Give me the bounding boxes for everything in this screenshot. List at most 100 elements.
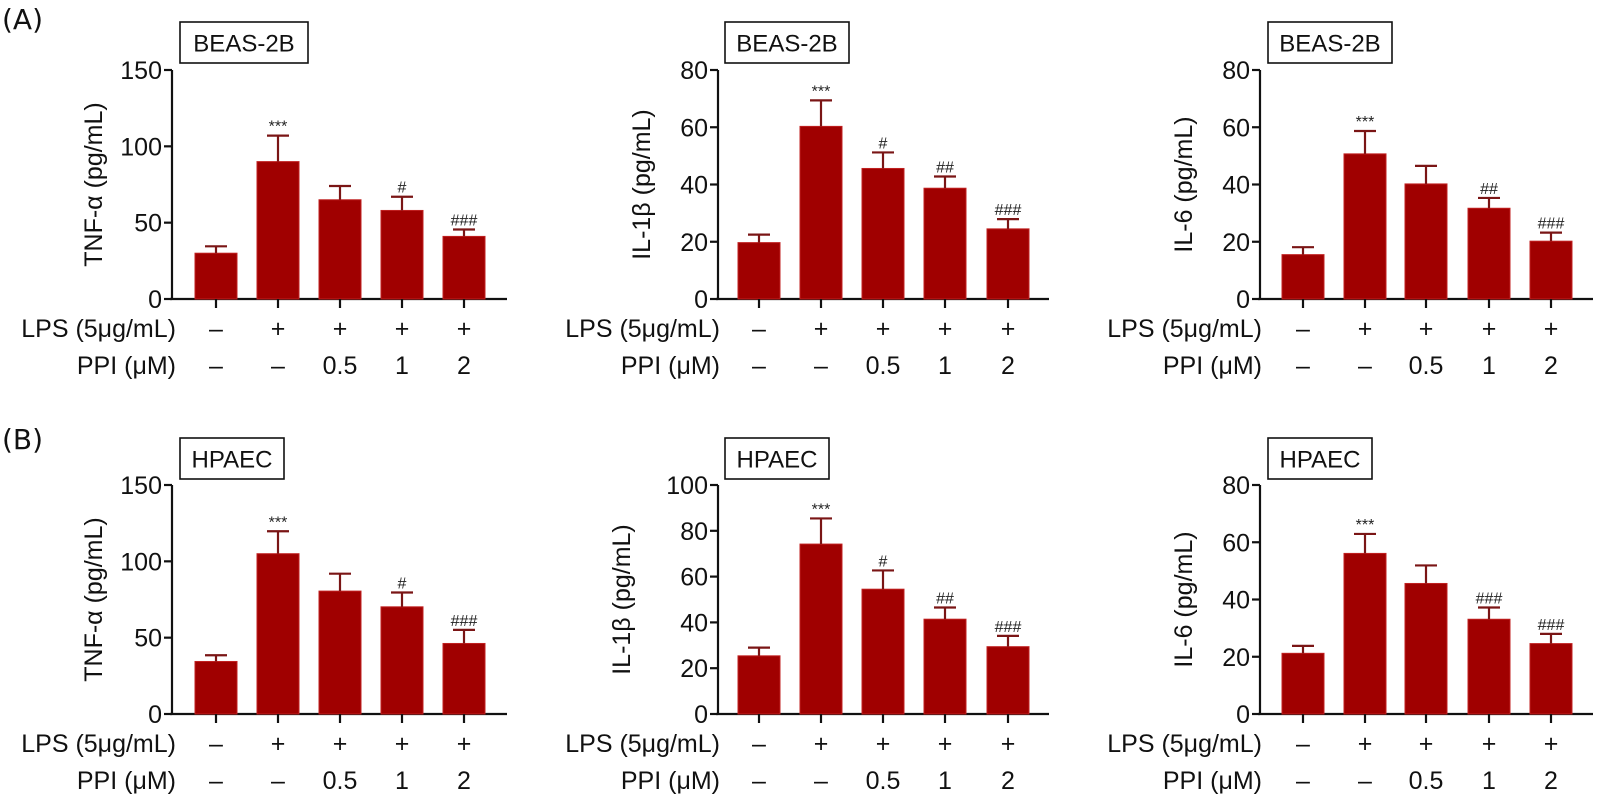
bar bbox=[1404, 183, 1448, 300]
lps-condition: + bbox=[1419, 730, 1434, 758]
lps-condition: + bbox=[876, 315, 891, 343]
panel-letter-a: (A) bbox=[2, 3, 43, 36]
y-axis-label: IL-6 (pg/mL) bbox=[1170, 531, 1198, 667]
lps-condition: + bbox=[938, 730, 953, 758]
lps-condition: + bbox=[1482, 730, 1497, 758]
chart-panel: BEAS-2B 0 20 40 60 80 IL-6 (pg/mL) – – *** + – +0.5 #… bbox=[1107, 21, 1593, 380]
ppi-row-label: PPI (μM) bbox=[621, 352, 720, 380]
lps-condition: + bbox=[814, 315, 829, 343]
lps-condition: + bbox=[395, 730, 410, 758]
y-tick-label: 50 bbox=[134, 210, 162, 238]
ppi-condition: – bbox=[271, 352, 285, 380]
panel-letter-b: (B) bbox=[2, 423, 43, 456]
lps-condition: + bbox=[333, 730, 348, 758]
significance-marker: ## bbox=[936, 159, 954, 176]
ppi-condition: – bbox=[814, 767, 828, 795]
chart-panel: HPAEC 0 20 40 60 80 IL-6 (pg/mL) – – *** + – +0.5 ###… bbox=[1107, 437, 1593, 795]
cell-line-box bbox=[1267, 21, 1393, 64]
lps-condition: – bbox=[209, 315, 223, 343]
y-tick-label: 80 bbox=[680, 57, 708, 85]
ppi-condition: 0.5 bbox=[1409, 767, 1444, 795]
bar bbox=[194, 660, 238, 715]
ppi-condition: 2 bbox=[1544, 352, 1558, 380]
y-tick-label: 0 bbox=[148, 286, 162, 314]
significance-marker: *** bbox=[269, 119, 288, 136]
y-axis-label: TNF-α (pg/mL) bbox=[80, 102, 108, 266]
significance-marker: *** bbox=[812, 83, 831, 100]
y-axis-label: IL-6 (pg/mL) bbox=[1170, 116, 1198, 252]
bar bbox=[1529, 240, 1573, 300]
bar bbox=[861, 588, 905, 715]
lps-condition: + bbox=[814, 730, 829, 758]
bar bbox=[986, 228, 1030, 300]
lps-row-label: LPS (5μg/mL) bbox=[1107, 315, 1262, 343]
lps-condition: – bbox=[1296, 315, 1310, 343]
cell-line-label: HPAEC bbox=[192, 447, 273, 474]
chart-panel: HPAEC 0 50 100 150 TNF-α (pg/mL) – – *** + – +0.5 # +… bbox=[21, 437, 507, 795]
y-tick-label: 80 bbox=[680, 518, 708, 546]
lps-condition: + bbox=[457, 730, 472, 758]
significance-marker: # bbox=[398, 180, 407, 197]
bar bbox=[256, 161, 300, 300]
y-tick-label: 60 bbox=[1222, 529, 1250, 557]
cell-line-box bbox=[179, 21, 309, 64]
bar bbox=[1281, 254, 1325, 300]
lps-condition: + bbox=[271, 315, 286, 343]
y-tick-label: 0 bbox=[1236, 701, 1250, 729]
ppi-condition: – bbox=[752, 767, 766, 795]
ppi-condition: 2 bbox=[457, 352, 471, 380]
lps-condition: + bbox=[1419, 315, 1434, 343]
lps-condition: + bbox=[938, 315, 953, 343]
significance-marker: ### bbox=[451, 213, 478, 230]
y-tick-label: 60 bbox=[680, 114, 708, 142]
bar bbox=[799, 125, 843, 300]
bar bbox=[923, 187, 967, 300]
ppi-row-label: PPI (μM) bbox=[77, 352, 176, 380]
ppi-condition: 2 bbox=[1001, 767, 1015, 795]
y-tick-label: 40 bbox=[1222, 172, 1250, 200]
bar bbox=[737, 655, 781, 715]
lps-condition: – bbox=[752, 315, 766, 343]
lps-condition: + bbox=[333, 315, 348, 343]
bar bbox=[1404, 582, 1448, 715]
ppi-condition: – bbox=[1296, 767, 1310, 795]
lps-condition: + bbox=[1544, 315, 1559, 343]
lps-condition: + bbox=[395, 315, 410, 343]
ppi-condition: – bbox=[1296, 352, 1310, 380]
y-axis-label: IL-1β (pg/mL) bbox=[628, 109, 656, 260]
y-tick-label: 40 bbox=[680, 172, 708, 200]
lps-row-label: LPS (5μg/mL) bbox=[21, 730, 176, 758]
ppi-condition: 1 bbox=[938, 352, 952, 380]
bar bbox=[442, 642, 486, 715]
bar bbox=[1281, 652, 1325, 715]
chart-panel: BEAS-2B 0 50 100 150 TNF-α (pg/mL) – – *** + – +0.5… bbox=[21, 21, 507, 380]
chart-panel: BEAS-2B 0 20 40 60 80 IL-1β (pg/mL) – – *** + – # +0.… bbox=[565, 21, 1049, 380]
lps-condition: + bbox=[1482, 315, 1497, 343]
bar bbox=[1343, 153, 1387, 300]
y-tick-label: 150 bbox=[120, 472, 162, 500]
ppi-condition: – bbox=[814, 352, 828, 380]
y-tick-label: 150 bbox=[120, 57, 162, 85]
y-tick-label: 60 bbox=[1222, 114, 1250, 142]
bar bbox=[1343, 552, 1387, 715]
ppi-row-label: PPI (μM) bbox=[1163, 767, 1262, 795]
y-tick-label: 100 bbox=[120, 133, 162, 161]
cell-line-label: BEAS-2B bbox=[1279, 31, 1380, 58]
y-tick-label: 40 bbox=[1222, 587, 1250, 615]
lps-condition: + bbox=[1544, 730, 1559, 758]
y-tick-label: 20 bbox=[1222, 229, 1250, 257]
lps-condition: – bbox=[1296, 730, 1310, 758]
lps-row-label: LPS (5μg/mL) bbox=[565, 730, 720, 758]
ppi-condition: 0.5 bbox=[323, 352, 358, 380]
significance-marker: *** bbox=[269, 514, 288, 531]
ppi-condition: 1 bbox=[395, 352, 409, 380]
lps-row-label: LPS (5μg/mL) bbox=[565, 315, 720, 343]
ppi-row-label: PPI (μM) bbox=[1163, 352, 1262, 380]
bar bbox=[1529, 643, 1573, 715]
lps-condition: + bbox=[457, 315, 472, 343]
lps-condition: + bbox=[876, 730, 891, 758]
y-tick-label: 100 bbox=[666, 472, 708, 500]
bar bbox=[923, 618, 967, 715]
significance-marker: ### bbox=[1538, 216, 1565, 233]
